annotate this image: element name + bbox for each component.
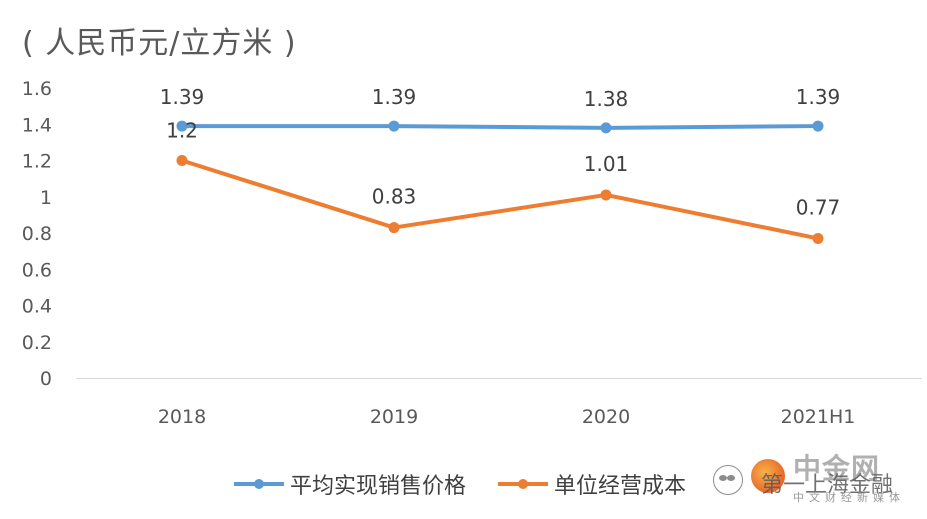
data-point: [176, 120, 188, 132]
y-tick-label: 1.4: [22, 114, 52, 136]
data-point: [812, 120, 824, 132]
legend-swatch-cost: [498, 479, 549, 489]
x-tick-label: 2021H1: [781, 406, 856, 428]
data-point: [600, 189, 612, 201]
data-label: 1.38: [584, 87, 629, 111]
x-tick-label: 2019: [370, 406, 418, 428]
data-point: [388, 222, 400, 234]
watermark-brand: 中金网: [793, 452, 881, 485]
y-tick-label: 1: [40, 187, 52, 209]
data-label: 0.77: [796, 195, 841, 219]
wechat-icon: [713, 465, 743, 495]
data-label: 1.2: [166, 119, 198, 143]
data-label: 1.39: [796, 85, 841, 109]
series-line-1: [180, 158, 820, 241]
watermark-tagline: 中文财经新媒体: [793, 491, 905, 504]
legend-item-price: 平均实现销售价格: [232, 468, 466, 500]
y-tick-label: 0.2: [22, 332, 52, 354]
x-tick-label: 2020: [582, 406, 630, 428]
y-tick-label: 0: [40, 368, 52, 390]
data-point: [388, 120, 400, 132]
data-point: [176, 155, 188, 166]
legend-item-cost: 单位经营成本: [496, 468, 686, 500]
y-tick-label: 1.2: [22, 151, 52, 173]
watermark-logo: 中金网 第一上海金融 中文财经新媒体: [713, 447, 913, 509]
data-label: 0.83: [372, 185, 417, 209]
data-label: 1.39: [372, 85, 417, 109]
data-point: [812, 232, 824, 244]
legend: 平均实现销售价格 单位经营成本: [232, 468, 716, 500]
watermark-overlay-text: 第一上海金融: [761, 473, 894, 498]
legend-label-price: 平均实现销售价格: [290, 474, 467, 499]
y-tick-label: 0.4: [22, 296, 52, 318]
data-label: 1.01: [584, 152, 629, 176]
data-point: [600, 122, 612, 134]
data-label: 1.39: [160, 85, 205, 109]
y-tick-label: 0.6: [22, 259, 52, 281]
legend-swatch-price: [234, 479, 284, 489]
brand-seal-icon: [751, 459, 785, 493]
x-tick-label: 2018: [158, 406, 206, 428]
series-line-0: [180, 124, 820, 130]
y-tick-label: 1.6: [22, 78, 52, 100]
y-tick-label: 0.8: [22, 223, 52, 245]
legend-label-cost: 单位经营成本: [554, 474, 687, 499]
unit-label: ( 人民币元/立方米 ): [22, 26, 297, 61]
